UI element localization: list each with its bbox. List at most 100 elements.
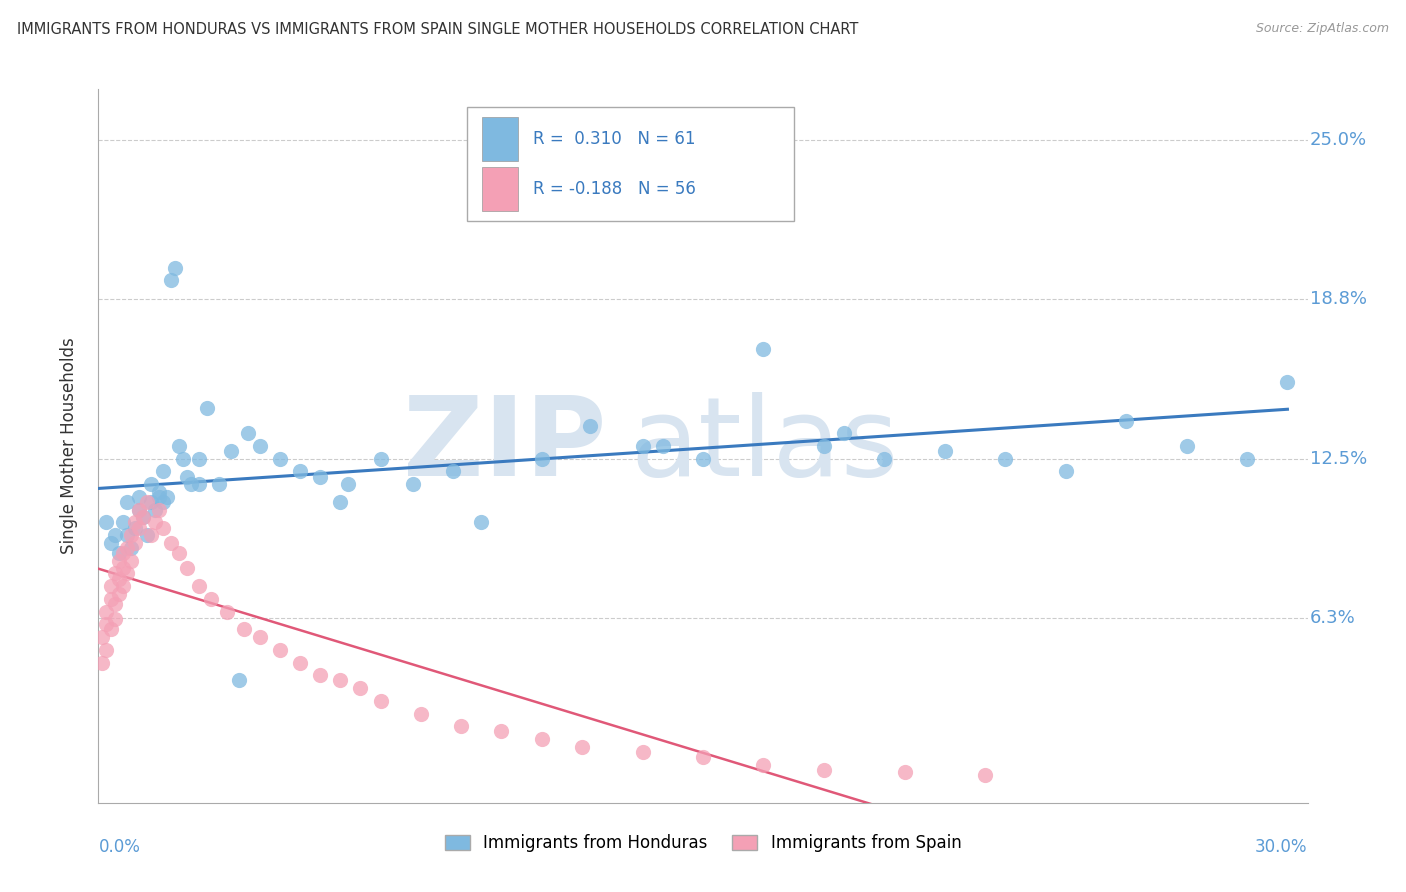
Point [167,546,190,560]
Point [128,502,150,516]
Point [139,477,162,491]
Point [124,520,146,534]
Point [128,502,150,516]
Legend: Immigrants from Honduras, Immigrants from Spain: Immigrants from Honduras, Immigrants fro… [437,828,969,859]
Text: ZIP: ZIP [404,392,606,500]
Point [441,465,464,479]
Point [651,439,673,453]
Text: Source: ZipAtlas.com: Source: ZipAtlas.com [1256,22,1389,36]
Point [409,706,432,721]
Point [236,426,259,441]
Point [994,451,1017,466]
Point [107,587,129,601]
Point [96,605,118,619]
Point [148,502,170,516]
Text: IMMIGRANTS FROM HONDURAS VS IMMIGRANTS FROM SPAIN SINGLE MOTHER HOUSEHOLDS CORRE: IMMIGRANTS FROM HONDURAS VS IMMIGRANTS F… [17,22,858,37]
Point [111,561,134,575]
Text: 25.0%: 25.0% [1310,131,1367,149]
Point [111,579,134,593]
Point [135,528,157,542]
Point [115,541,138,555]
Point [217,605,239,619]
Point [139,495,162,509]
Point [132,510,155,524]
Text: 18.8%: 18.8% [1310,291,1367,309]
Point [148,490,170,504]
Point [1236,451,1258,466]
Point [100,623,122,637]
Point [188,451,211,466]
Point [1277,376,1299,390]
FancyBboxPatch shape [482,117,517,161]
Point [974,768,997,782]
Text: atlas: atlas [630,392,898,500]
Point [402,477,425,491]
Point [128,520,150,534]
Point [893,765,915,780]
Point [176,469,198,483]
Y-axis label: Single Mother Households: Single Mother Households [59,338,77,554]
Point [1175,439,1198,453]
Point [631,745,654,759]
Point [135,495,157,509]
Point [491,724,513,739]
Point [752,342,775,356]
Point [115,528,138,542]
Point [692,451,714,466]
Point [128,490,150,504]
Point [249,439,271,453]
Point [482,189,505,203]
Point [124,536,146,550]
Point [103,528,125,542]
Point [571,739,593,754]
Point [370,451,392,466]
Point [692,750,714,764]
Point [111,516,134,530]
Point [232,623,254,637]
FancyBboxPatch shape [482,167,517,211]
Point [450,719,472,733]
Point [221,444,243,458]
Point [631,439,654,453]
Point [152,520,174,534]
Point [530,732,553,747]
Point [91,630,114,644]
Text: 30.0%: 30.0% [1256,838,1308,856]
Point [530,451,553,466]
Point [370,694,392,708]
Point [269,451,291,466]
Point [309,469,332,483]
Point [579,418,602,433]
Point [100,591,122,606]
FancyBboxPatch shape [467,107,793,221]
Point [120,554,142,568]
Point [132,510,155,524]
Point [470,516,492,530]
Point [337,477,360,491]
Point [1115,413,1137,427]
Point [115,566,138,581]
Text: R =  0.310   N = 61: R = 0.310 N = 61 [533,130,695,148]
Point [269,643,291,657]
Point [832,426,855,441]
Point [103,612,125,626]
Point [172,451,194,466]
Text: 6.3%: 6.3% [1310,609,1355,627]
Point [120,541,142,555]
Point [96,516,118,530]
Point [91,656,114,670]
Point [167,439,190,453]
Point [176,561,198,575]
Text: 0.0%: 0.0% [98,838,141,856]
Point [115,495,138,509]
Point [752,757,775,772]
Point [100,579,122,593]
Point [188,477,211,491]
Point [329,673,352,688]
Point [813,439,835,453]
Point [200,591,222,606]
Point [107,554,129,568]
Point [96,617,118,632]
Point [100,536,122,550]
Point [148,484,170,499]
